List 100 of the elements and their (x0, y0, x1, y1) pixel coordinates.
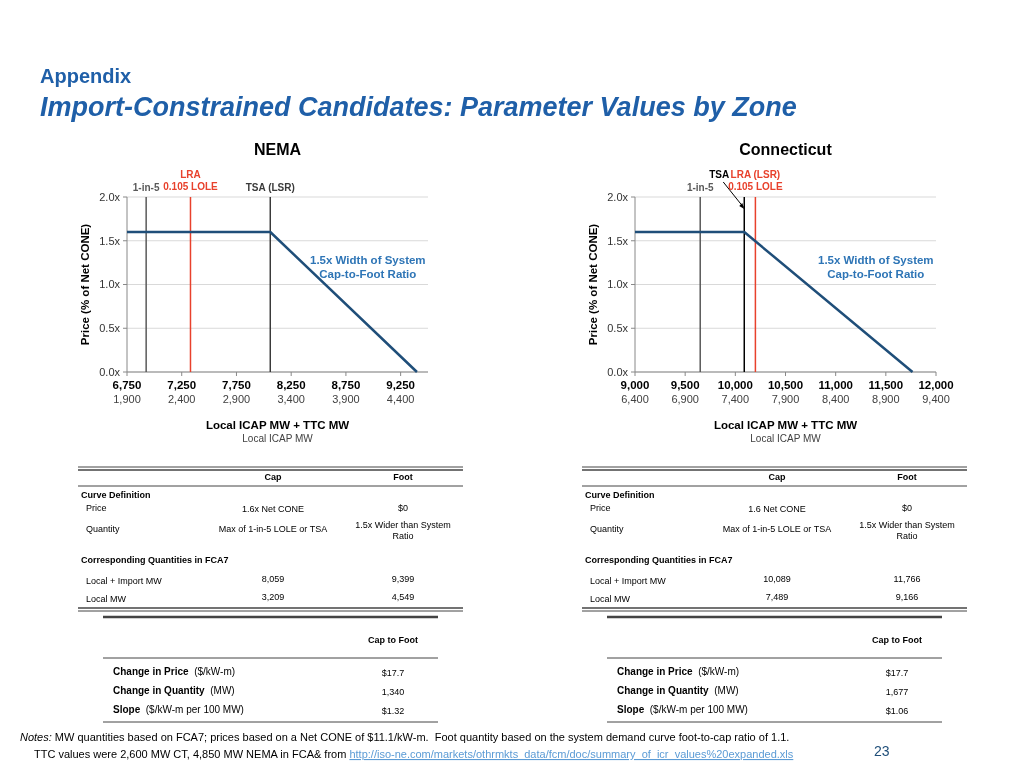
text: 1,677 (885, 687, 909, 697)
text: Change in Price ($/kW-m) (113, 666, 236, 677)
x-tick-label: 11,500 (868, 379, 904, 391)
text: Max of 1-in-5 LOLE or TSA (218, 524, 328, 534)
text: Slope ($/kW-m per 100 MW) (113, 704, 244, 715)
ref-line-label: LRA (LSR) 0.105 LOLE (728, 169, 783, 192)
text: Slope ($/kW-m per 100 MW) (617, 704, 748, 715)
text: 10,089 (763, 574, 791, 584)
text: Curve Definition (585, 490, 655, 500)
x-tick-label: 7,750 (222, 379, 251, 391)
text: Cap to Foot (872, 635, 922, 645)
text: $0 (901, 503, 913, 513)
text: $0 (397, 503, 409, 513)
text: Curve Definition (81, 490, 151, 500)
x-tick-label: 9,000 (620, 379, 650, 391)
x2-tick-label: 7,900 (771, 393, 800, 405)
text: Corresponding Quantities in FCA7 (585, 555, 733, 565)
text: Change in Quantity (MW) (113, 685, 235, 696)
text: TTC values were 2,600 MW CT, 4,850 MW NEMA in FCA& from (34, 748, 350, 760)
text: Local MW (86, 594, 127, 604)
y-axis-title: Price (% of Net CONE) (587, 223, 599, 346)
x-tick-label: 10,500 (767, 379, 804, 391)
y-tick-label: 2.0x (99, 190, 121, 203)
x-tick-label: 11,000 (818, 379, 853, 391)
x-axis-title: Local ICAP MW + TTC MW (205, 419, 350, 431)
text: 1,340 (381, 687, 405, 697)
text: Price (590, 503, 611, 513)
ref-line-label: 1-in-5 (686, 182, 714, 193)
text: $17.7 (381, 668, 405, 678)
text: Corresponding Quantities in FCA7 (81, 555, 229, 565)
x2-tick-label: 9,400 (922, 393, 950, 405)
x2-tick-label: 2,900 (222, 393, 251, 405)
ref-line-label: TSA (709, 169, 730, 180)
x2-tick-label: 6,900 (671, 393, 699, 405)
x2-tick-label: 2,400 (167, 393, 196, 405)
text: 1.5x Wider than System Ratio (355, 520, 451, 541)
text: 8,059 (261, 574, 285, 584)
text: 11,766 (893, 574, 921, 584)
chart-title: Connecticut (739, 141, 833, 158)
x-tick-label: 8,250 (276, 379, 306, 391)
text: $1.06 (885, 706, 909, 716)
y-tick-label: 0.0x (607, 365, 629, 378)
text: Quantity (590, 524, 625, 534)
text: Cap to Foot (368, 635, 418, 645)
x2-tick-label: 7,400 (721, 393, 750, 405)
text: 1.6 Net CONE (748, 504, 806, 514)
text: Price (86, 503, 107, 513)
text: Change in Price ($/kW-m) (617, 666, 740, 677)
x-tick-label: 10,000 (717, 379, 753, 391)
text: Cap (768, 472, 786, 482)
text: Local MW (590, 594, 631, 604)
x-tick-label: 6,750 (112, 379, 142, 391)
text: Appendix (40, 65, 132, 87)
ref-line-label: LRA 0.105 LOLE (163, 169, 219, 192)
x2-tick-label: 8,900 (872, 393, 900, 405)
text: Local + Import MW (590, 576, 667, 586)
text: Foot (897, 472, 917, 482)
y-tick-label: 1.5x (607, 234, 629, 247)
y-tick-label: 0.5x (99, 322, 121, 335)
x-axis-title: Local ICAP MW + TTC MW (713, 419, 858, 431)
y-tick-label: 0.5x (607, 322, 629, 335)
text: 1.6x Net CONE (241, 504, 305, 514)
annotation: 1.5x Width of System Cap-to-Foot Ratio (818, 253, 934, 280)
text: http://iso-ne.com/markets/othrmkts_data/fcm/doc/summary_of_icr_values%20expanded.xls (349, 748, 794, 760)
text: 4,549 (391, 592, 415, 602)
x-tick-label: 9,500 (670, 379, 700, 391)
text: 7,489 (765, 592, 789, 602)
x-tick-label: 9,250 (386, 379, 416, 391)
text: Notes: MW quantities based on FCA7; prices based on a Net CONE of $11.1/kW-m. Foot quantity based on the system demand curve foot-to-cap ratio of 1.1. (20, 731, 790, 743)
x-tick-label: 8,750 (331, 379, 361, 391)
x-tick-label: 7,250 (167, 379, 197, 391)
text: Quantity (86, 524, 121, 534)
text: $1.32 (381, 706, 405, 716)
text: 23 (874, 743, 890, 759)
x2-tick-label: 4,400 (386, 393, 415, 405)
text: Import-Constrained Candidates: Parameter Values by Zone (40, 92, 797, 122)
x2-tick-label: 3,900 (332, 393, 360, 405)
ref-line-label: 1-in-5 (132, 182, 160, 193)
x2-axis-title: Local ICAP MW (242, 433, 314, 444)
x2-tick-label: 1,900 (113, 393, 141, 405)
text: 9,166 (895, 592, 919, 602)
text: Cap (264, 472, 282, 482)
text: 1.5x Wider than System Ratio (859, 520, 955, 541)
ref-line-label: TSA (LSR) (245, 182, 295, 193)
y-tick-label: 1.5x (99, 234, 121, 247)
y-tick-label: 1.0x (99, 278, 121, 291)
text: $17.7 (885, 668, 909, 678)
y-tick-label: 1.0x (607, 278, 629, 291)
text: 9,399 (391, 574, 415, 584)
y-tick-label: 0.0x (99, 365, 121, 378)
text: Change in Quantity (MW) (617, 685, 739, 696)
text: Foot (393, 472, 413, 482)
x2-tick-label: 6,400 (621, 393, 649, 405)
x2-tick-label: 8,400 (821, 393, 850, 405)
x-tick-label: 12,000 (918, 379, 954, 391)
x2-tick-label: 3,400 (277, 393, 305, 405)
text: Local + Import MW (86, 576, 163, 586)
text: 3,209 (261, 592, 285, 602)
text: Max of 1-in-5 LOLE or TSA (722, 524, 832, 534)
x2-axis-title: Local ICAP MW (750, 433, 822, 444)
